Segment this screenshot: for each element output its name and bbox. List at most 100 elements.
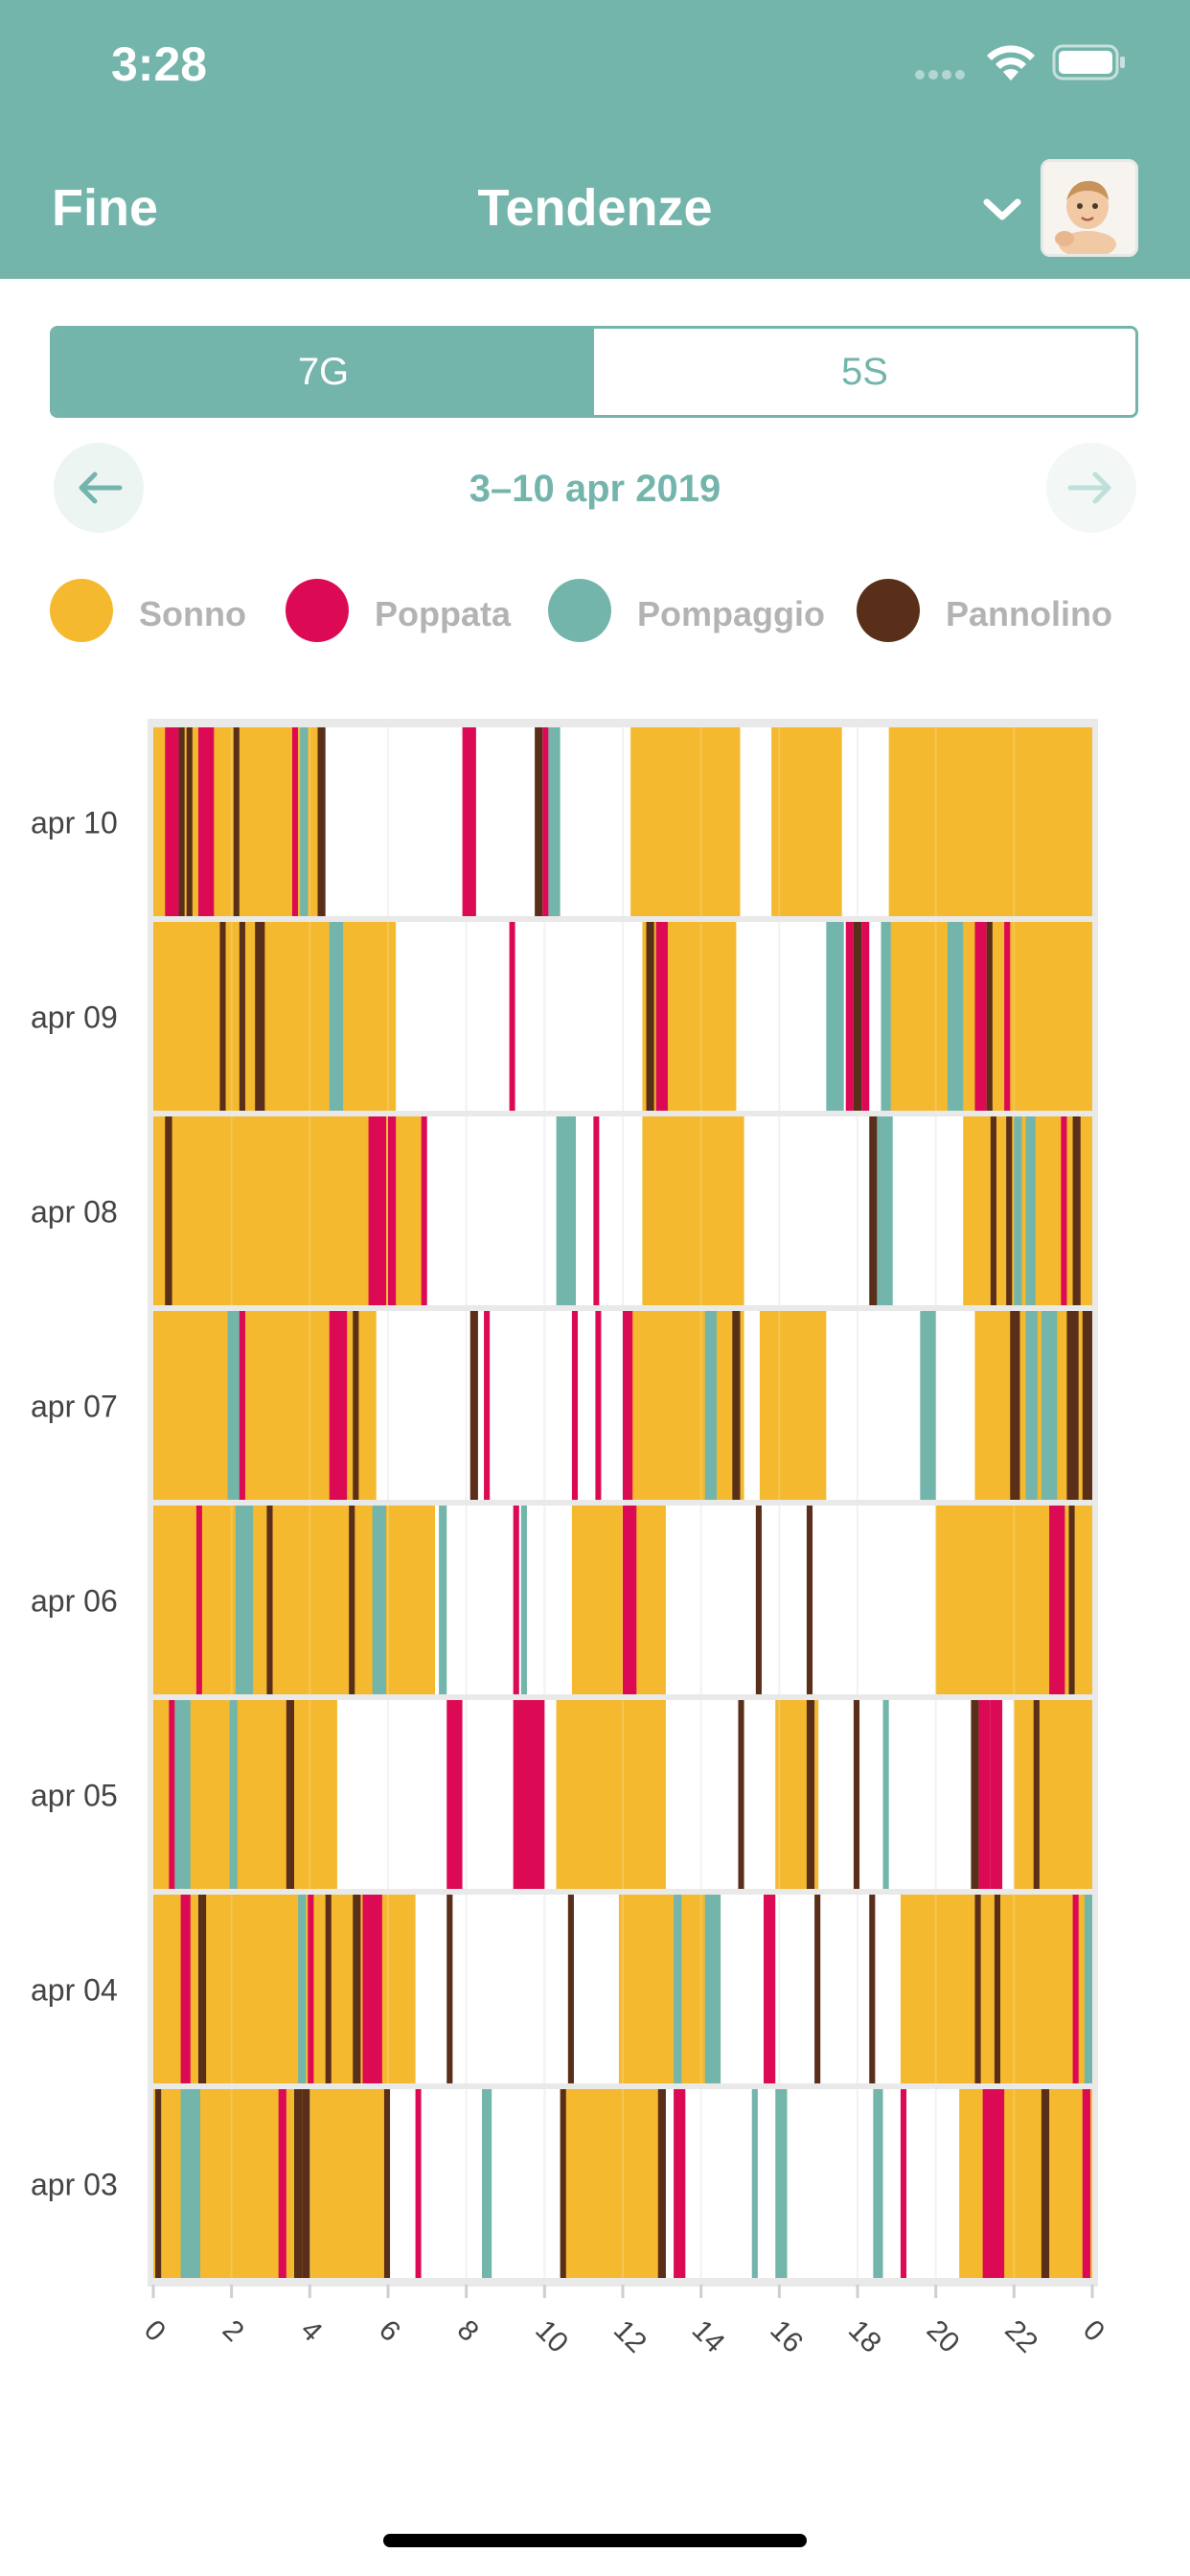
- legend-feed-dot: [286, 579, 349, 642]
- legend-feed-label: Poppata: [375, 594, 512, 633]
- feed-event-bar: [195, 1506, 202, 1694]
- feed-event-bar: [1004, 922, 1011, 1111]
- home-indicator: [383, 2534, 807, 2547]
- legend-diaper-label: Pannolino: [946, 594, 1112, 633]
- day-label: apr 06: [31, 1584, 118, 1619]
- chevron-down-icon[interactable]: [981, 196, 1023, 224]
- diaper-event-bar: [266, 1506, 273, 1694]
- diaper-event-bar: [353, 1895, 361, 2083]
- pump-event-bar: [704, 1895, 721, 2083]
- date-range-label: 3–10 apr 2019: [469, 468, 721, 510]
- pump-event-bar: [520, 1506, 527, 1694]
- diaper-event-bar: [239, 922, 245, 1111]
- diaper-event-bar: [535, 727, 543, 916]
- feed-event-bar: [542, 727, 549, 916]
- legend-pump-label: Pompaggio: [637, 594, 825, 633]
- x-tick-label: 22: [998, 2314, 1043, 2359]
- pump-event-bar: [826, 922, 844, 1111]
- diaper-event-bar: [1072, 1116, 1081, 1305]
- feed-event-bar: [278, 2089, 286, 2278]
- sleep-bar: [560, 2089, 666, 2278]
- x-tick-label: 8: [451, 2314, 485, 2348]
- day-label: apr 07: [31, 1390, 118, 1424]
- diaper-event-bar: [738, 1700, 744, 1889]
- legend-sleep-dot: [50, 579, 113, 642]
- diaper-event-bar: [869, 1116, 878, 1305]
- page-title: Tendenze: [477, 179, 713, 237]
- pump-event-bar: [877, 1116, 893, 1305]
- legend-pump-dot: [548, 579, 611, 642]
- feed-event-bar: [169, 1700, 175, 1889]
- day-label: apr 04: [31, 1973, 118, 2008]
- legend-diaper-dot: [857, 579, 920, 642]
- diaper-event-bar: [383, 2089, 391, 2278]
- segment-7-days[interactable]: 7G: [53, 329, 594, 415]
- previous-period-button[interactable]: [54, 443, 144, 533]
- x-tick-label: 10: [529, 2314, 574, 2359]
- sleep-bar: [153, 1506, 435, 1694]
- diaper-event-bar: [1006, 1116, 1013, 1305]
- diaper-event-bar: [990, 1116, 996, 1305]
- pump-event-bar: [482, 2089, 492, 2278]
- diaper-event-bar: [1033, 1700, 1040, 1889]
- diaper-event-bar: [186, 727, 193, 916]
- x-tick-label: 0: [1077, 2314, 1110, 2348]
- done-button[interactable]: Fine: [52, 179, 159, 237]
- cellular-signal-icon: [915, 67, 973, 80]
- feed-event-bar: [571, 1311, 579, 1500]
- diaper-event-bar: [197, 1895, 207, 2083]
- diaper-event-bar: [806, 1700, 815, 1889]
- pump-event-bar: [174, 1700, 191, 1889]
- feed-event-bar: [655, 922, 668, 1111]
- feed-event-bar: [388, 1116, 397, 1305]
- feed-event-bar: [990, 1700, 1003, 1889]
- pump-event-bar: [882, 1700, 889, 1889]
- feed-event-bar: [1061, 1116, 1067, 1305]
- pump-event-bar: [548, 727, 561, 916]
- sleep-bar: [630, 1311, 744, 1500]
- diaper-event-bar: [869, 1895, 876, 2083]
- diaper-event-bar: [178, 727, 185, 916]
- diaper-event-bar: [986, 922, 993, 1111]
- feed-event-bar: [974, 922, 987, 1111]
- diaper-event-bar: [1066, 1311, 1079, 1500]
- pump-event-bar: [298, 1895, 307, 2083]
- segment-5-weeks[interactable]: 5S: [594, 329, 1135, 415]
- diaper-event-bar: [732, 1311, 741, 1500]
- feed-event-bar: [978, 1700, 991, 1889]
- x-tick-label: 18: [842, 2314, 887, 2359]
- feed-event-bar: [623, 1311, 633, 1500]
- sleep-bar: [153, 922, 397, 1111]
- pump-event-bar: [881, 922, 891, 1111]
- diaper-event-bar: [446, 1895, 453, 2083]
- diaper-event-bar: [286, 1700, 294, 1889]
- diaper-event-bar: [1082, 1311, 1092, 1500]
- feed-event-bar: [1049, 1506, 1065, 1694]
- diaper-event-bar: [755, 1506, 762, 1694]
- pump-event-bar: [329, 922, 344, 1111]
- diaper-event-bar: [567, 1895, 574, 2083]
- diaper-event-bar: [219, 922, 226, 1111]
- status-time: 3:28: [111, 37, 208, 91]
- sleep-bar: [618, 1895, 721, 2083]
- pump-event-bar: [1084, 1895, 1092, 2083]
- x-tick-label: 14: [686, 2314, 731, 2359]
- x-tick-label: 6: [373, 2314, 406, 2348]
- feed-event-bar: [415, 2089, 422, 2278]
- feed-event-bar: [845, 922, 854, 1111]
- feed-event-bar: [421, 1116, 427, 1305]
- diaper-event-bar: [646, 922, 654, 1111]
- feed-event-bar: [1072, 1895, 1079, 2083]
- sleep-bar: [959, 2089, 1092, 2278]
- pump-event-bar: [775, 2089, 788, 2278]
- feed-event-bar: [239, 1311, 245, 1500]
- diaper-event-bar: [1041, 2089, 1050, 2278]
- feed-event-bar: [362, 1895, 382, 2083]
- diaper-event-bar: [325, 1895, 332, 2083]
- next-period-button[interactable]: [1046, 443, 1136, 533]
- baby-avatar[interactable]: [1041, 159, 1138, 257]
- arrow-left-icon: [79, 472, 123, 504]
- day-label: apr 05: [31, 1779, 118, 1813]
- feed-event-bar: [1082, 2089, 1090, 2278]
- battery-icon: [1052, 44, 1125, 80]
